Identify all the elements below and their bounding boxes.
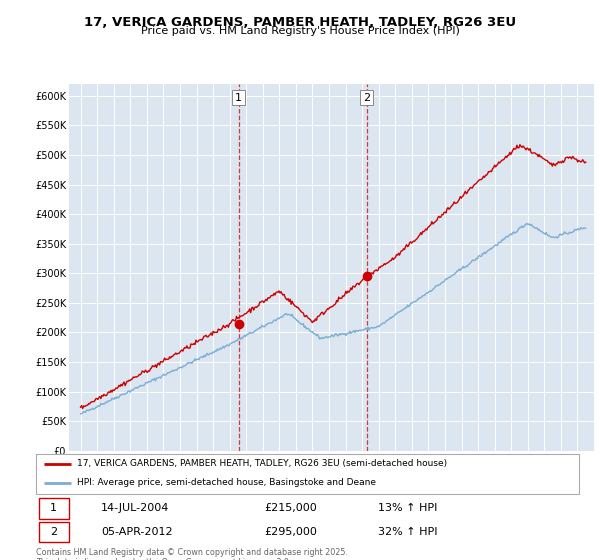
Text: Contains HM Land Registry data © Crown copyright and database right 2025.
This d: Contains HM Land Registry data © Crown c… [36, 548, 348, 560]
Text: Price paid vs. HM Land Registry's House Price Index (HPI): Price paid vs. HM Land Registry's House … [140, 26, 460, 36]
Text: 1: 1 [50, 503, 57, 514]
Text: 17, VERICA GARDENS, PAMBER HEATH, TADLEY, RG26 3EU (semi-detached house): 17, VERICA GARDENS, PAMBER HEATH, TADLEY… [77, 459, 447, 468]
Text: 1: 1 [235, 92, 242, 102]
Text: 2: 2 [363, 92, 370, 102]
Bar [39, 498, 68, 519]
Text: 2: 2 [50, 527, 57, 537]
Text: HPI: Average price, semi-detached house, Basingstoke and Deane: HPI: Average price, semi-detached house,… [77, 478, 376, 487]
Text: 13% ↑ HPI: 13% ↑ HPI [378, 503, 437, 514]
Text: 05-APR-2012: 05-APR-2012 [101, 527, 173, 537]
Text: 17, VERICA GARDENS, PAMBER HEATH, TADLEY, RG26 3EU: 17, VERICA GARDENS, PAMBER HEATH, TADLEY… [84, 16, 516, 29]
Text: £295,000: £295,000 [264, 527, 317, 537]
Text: 32% ↑ HPI: 32% ↑ HPI [378, 527, 437, 537]
Text: 14-JUL-2004: 14-JUL-2004 [101, 503, 170, 514]
Text: £215,000: £215,000 [264, 503, 317, 514]
Bar [39, 522, 68, 542]
